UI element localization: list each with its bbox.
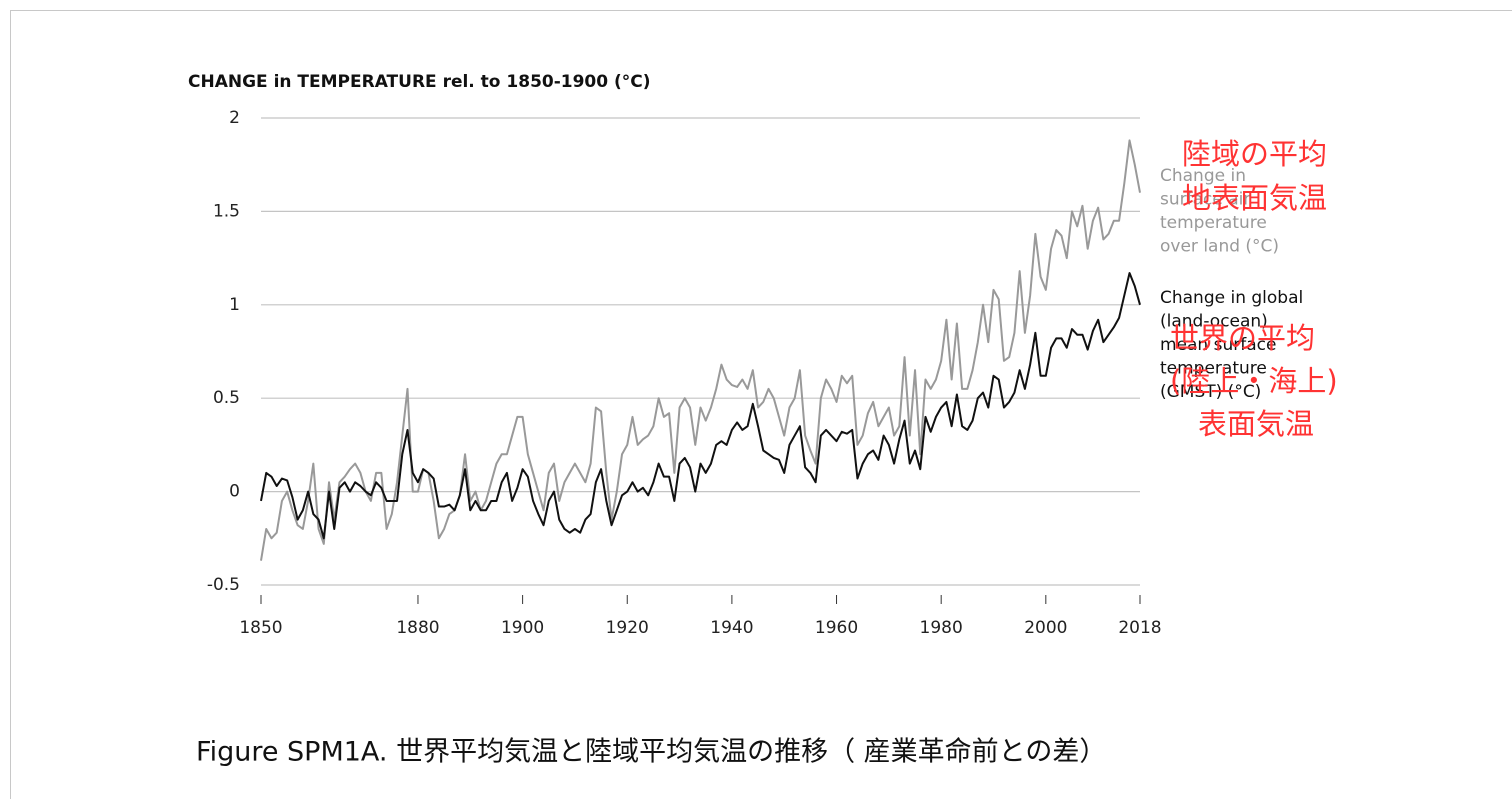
- annotation: 世界の平均: [1170, 321, 1315, 355]
- y-tick-label: -0.5: [207, 575, 240, 595]
- y-tick-label: 0.5: [213, 388, 240, 408]
- x-tick-label: 1960: [815, 618, 858, 638]
- annotation: 表面気温: [1198, 407, 1314, 441]
- annotation: 地表面気温: [1182, 181, 1327, 215]
- frame: [10, 10, 1512, 799]
- y-tick-label: 1: [229, 295, 240, 315]
- y-tick-label: 0: [229, 482, 240, 502]
- x-tick-label: 1980: [920, 618, 963, 638]
- series-label: (GMST) (°C): [1160, 382, 1261, 402]
- chart-title: CHANGE in TEMPERATURE rel. to 1850-1900 …: [188, 72, 651, 92]
- x-tick-label: 1900: [501, 618, 544, 638]
- annotation: (陸上・海上): [1170, 364, 1338, 398]
- y-tick-label: 1.5: [213, 201, 240, 221]
- x-tick-label: 1850: [239, 618, 282, 638]
- series-label: Change in global: [1160, 288, 1303, 308]
- series-label: over land (°C): [1160, 237, 1279, 257]
- series-label: (land-ocean): [1160, 312, 1268, 332]
- x-tick-label: 1880: [396, 618, 439, 638]
- x-tick-label: 1940: [710, 618, 753, 638]
- x-tick-label: 2018: [1118, 618, 1161, 638]
- series-line: [260, 272, 1141, 540]
- series-label: Change in: [1160, 166, 1246, 186]
- x-tick-label: 2000: [1024, 618, 1067, 638]
- series-line: [260, 139, 1141, 561]
- annotation: 陸域の平均: [1182, 137, 1327, 171]
- series-label: surface air: [1160, 190, 1250, 210]
- y-tick-label: 2: [229, 108, 240, 128]
- series-label: mean surface: [1160, 335, 1276, 355]
- series-label: temperature: [1160, 213, 1267, 233]
- series-label: temperature: [1160, 359, 1267, 379]
- caption: Figure SPM1A. 世界平均気温と陸域平均気温の推移（ 産業革命前との差…: [196, 737, 1106, 768]
- x-tick-label: 1920: [606, 618, 649, 638]
